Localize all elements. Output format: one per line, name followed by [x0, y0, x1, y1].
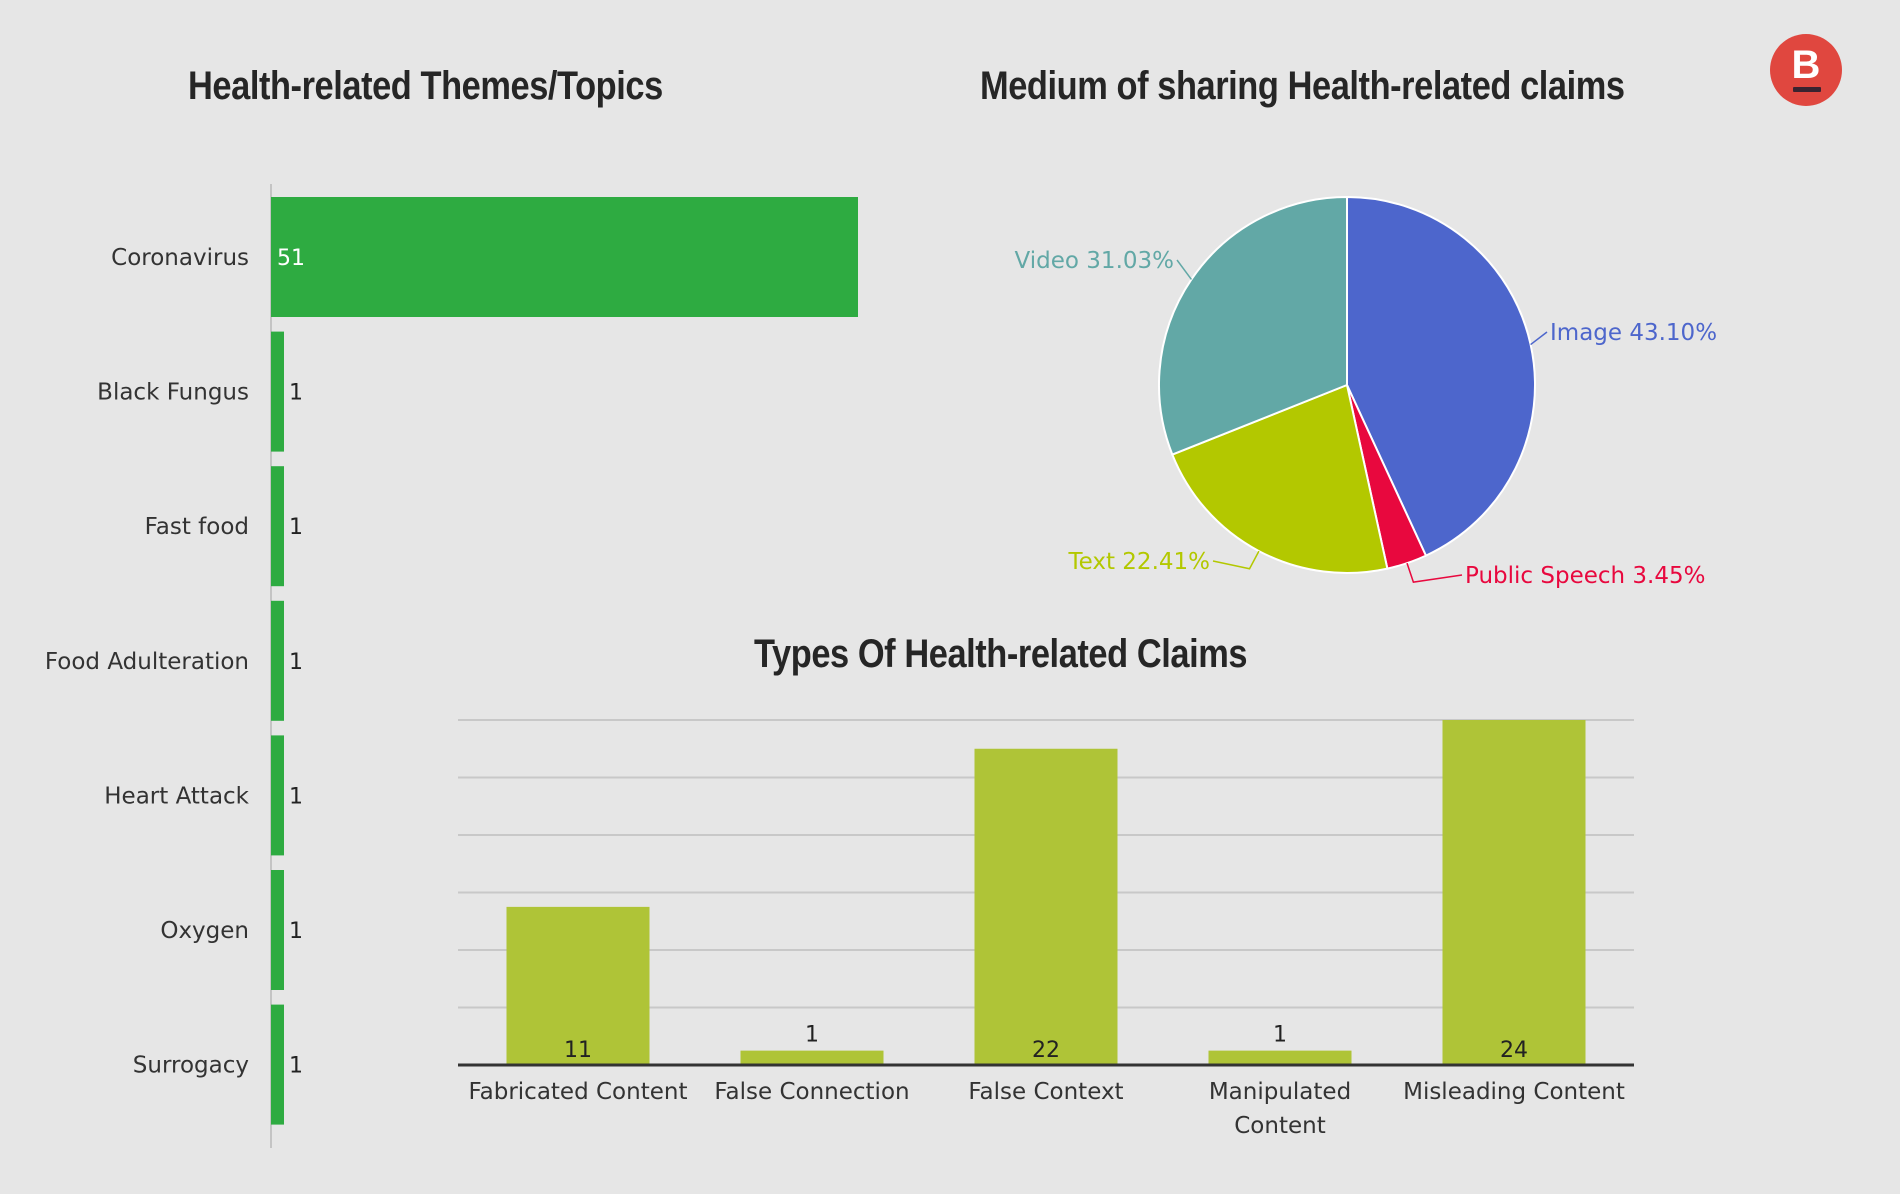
topics-data-label: 1: [289, 919, 303, 944]
types-category-label: Misleading Content: [1403, 1079, 1625, 1105]
topics-category-label: Food Adulteration: [45, 649, 249, 675]
pie-slice-label: Video 31.03%: [1015, 248, 1174, 274]
types-data-label: 1: [805, 1023, 819, 1048]
topics-bar: [271, 1004, 284, 1125]
topics-category-label: Surrogacy: [133, 1053, 249, 1079]
pie-slice: [1158, 195, 1348, 456]
topics-bar: [271, 735, 284, 856]
topics-chart-title: Health-related Themes/Topics: [188, 64, 663, 108]
medium-pie-chart: Image 43.10% Public Speech 3.45% Text 22.4…: [1015, 195, 1717, 589]
types-bar: [506, 906, 650, 1065]
types-category-label: False Context: [968, 1079, 1123, 1105]
types-data-label: 1: [1273, 1023, 1287, 1048]
topics-bar-chart: Coronavirus 51 Black Fungus 1 Fast food 1 Food…: [45, 184, 858, 1148]
topics-category-label: Oxygen: [160, 918, 249, 944]
types-bar: [740, 1050, 884, 1065]
topics-data-label: 1: [289, 515, 303, 540]
types-data-label: 24: [1500, 1038, 1528, 1063]
topics-category-label: Heart Attack: [104, 783, 249, 809]
pie-slice-label: Image 43.10%: [1550, 320, 1717, 346]
topics-bar: [271, 197, 858, 317]
pie-leader-line: [1530, 331, 1548, 346]
types-category-label: Fabricated Content: [469, 1079, 688, 1105]
brand-logo: B: [1770, 34, 1842, 106]
pie-leader-line: [1406, 562, 1463, 583]
pie-slice-label: Text 22.41%: [1067, 549, 1210, 575]
topics-bar: [271, 331, 284, 452]
medium-chart-title: Medium of sharing Health-related claims: [980, 64, 1625, 108]
types-bar: [1442, 720, 1586, 1065]
topics-data-label: 1: [289, 784, 303, 809]
topics-category-label: Coronavirus: [111, 245, 249, 271]
types-chart-title: Types Of Health-related Claims: [754, 632, 1248, 676]
brand-logo-letter: B: [1791, 43, 1821, 87]
topics-data-label: 1: [289, 1054, 303, 1079]
topics-category-label: Fast food: [145, 514, 249, 540]
types-data-label: 11: [564, 1038, 592, 1063]
pie-slice: [1171, 383, 1389, 574]
topics-data-label: 51: [277, 246, 305, 271]
pie-leader-line: [1176, 259, 1193, 280]
types-bar: [1208, 1050, 1352, 1065]
pie-slice-label: Public Speech 3.45%: [1465, 563, 1705, 589]
topics-data-label: 1: [289, 650, 303, 675]
brand-logo-underline: [1793, 87, 1821, 92]
types-data-label: 22: [1032, 1038, 1060, 1063]
topics-bar: [271, 870, 284, 990]
pie-leader-line: [1212, 550, 1260, 570]
types-bar: [974, 748, 1118, 1065]
topics-bar: [271, 466, 284, 587]
types-category-label: Manipulated: [1209, 1079, 1351, 1105]
types-category-label: False Connection: [714, 1079, 909, 1105]
pie-slice: [1346, 195, 1536, 557]
types-category-label: Content: [1234, 1113, 1325, 1139]
topics-data-label: 1: [289, 381, 303, 406]
topics-bar: [271, 600, 284, 721]
topics-category-label: Black Fungus: [97, 380, 249, 406]
